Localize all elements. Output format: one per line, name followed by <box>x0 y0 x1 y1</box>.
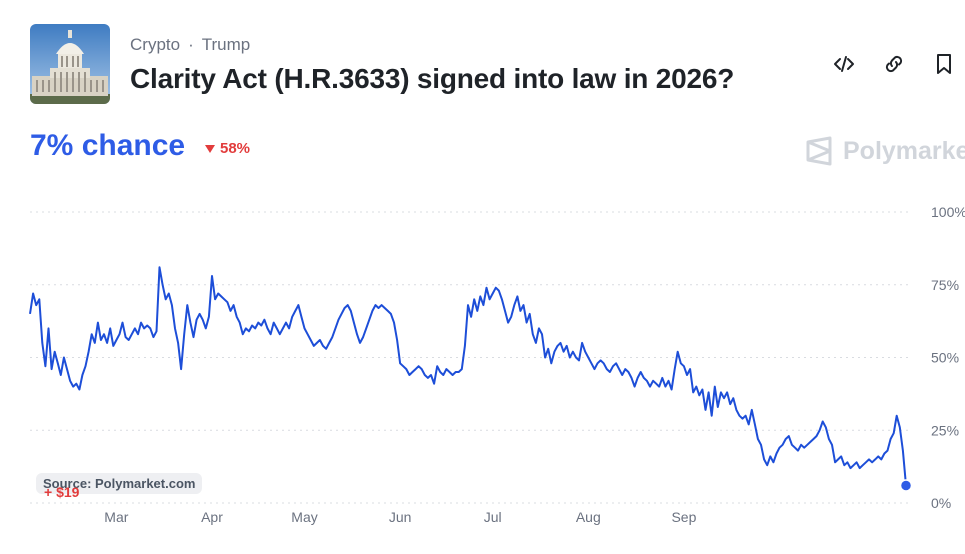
y-tick-label: 50% <box>931 350 959 366</box>
y-tick-label: 25% <box>931 422 959 438</box>
x-tick-label: Jul <box>484 509 502 525</box>
tag-trump[interactable]: Trump <box>201 35 251 54</box>
chance-value: 7% chance <box>30 129 186 162</box>
action-bar <box>832 52 956 76</box>
polymarket-logo-icon <box>806 136 832 166</box>
current-value-dot <box>899 479 913 492</box>
x-tick-label: May <box>291 509 317 525</box>
y-tick-label: 75% <box>931 277 959 293</box>
chart-grid <box>30 211 908 504</box>
bookmark-icon[interactable] <box>932 52 956 76</box>
y-tick-label: 100% <box>931 204 965 220</box>
polymarket-wordmark: Polymarket <box>843 136 965 165</box>
x-tick-label: Jun <box>389 509 412 525</box>
source-label: Source: Polymarket.com <box>36 473 203 494</box>
y-tick-label: 0% <box>931 495 951 511</box>
series-line <box>29 266 907 486</box>
tag-crypto[interactable]: Crypto <box>130 35 181 54</box>
y-axis-ticks: 0% 25% 50% 75% 100% <box>931 204 965 511</box>
x-tick-label: Sep <box>671 509 696 525</box>
breadcrumb: Crypto · Trump <box>130 35 250 55</box>
link-icon[interactable] <box>882 52 906 76</box>
down-triangle-icon <box>205 144 215 153</box>
polymarket-logo: Polymarket <box>805 136 965 166</box>
market-title: Clarity Act (H.R.3633) signed into law i… <box>130 63 735 94</box>
x-tick-label: Mar <box>104 509 128 525</box>
x-tick-label: Apr <box>201 509 223 525</box>
change-badge: 58% <box>204 140 250 157</box>
delta-label: + $19 <box>44 484 80 500</box>
market-thumbnail <box>30 24 110 104</box>
embed-code-icon[interactable] <box>832 52 856 76</box>
change-value: 58% <box>220 140 251 157</box>
tag-separator: · <box>188 35 194 54</box>
x-axis-ticks: Mar Apr May Jun Jul Aug Sep <box>104 509 696 525</box>
x-tick-label: Aug <box>576 509 601 525</box>
